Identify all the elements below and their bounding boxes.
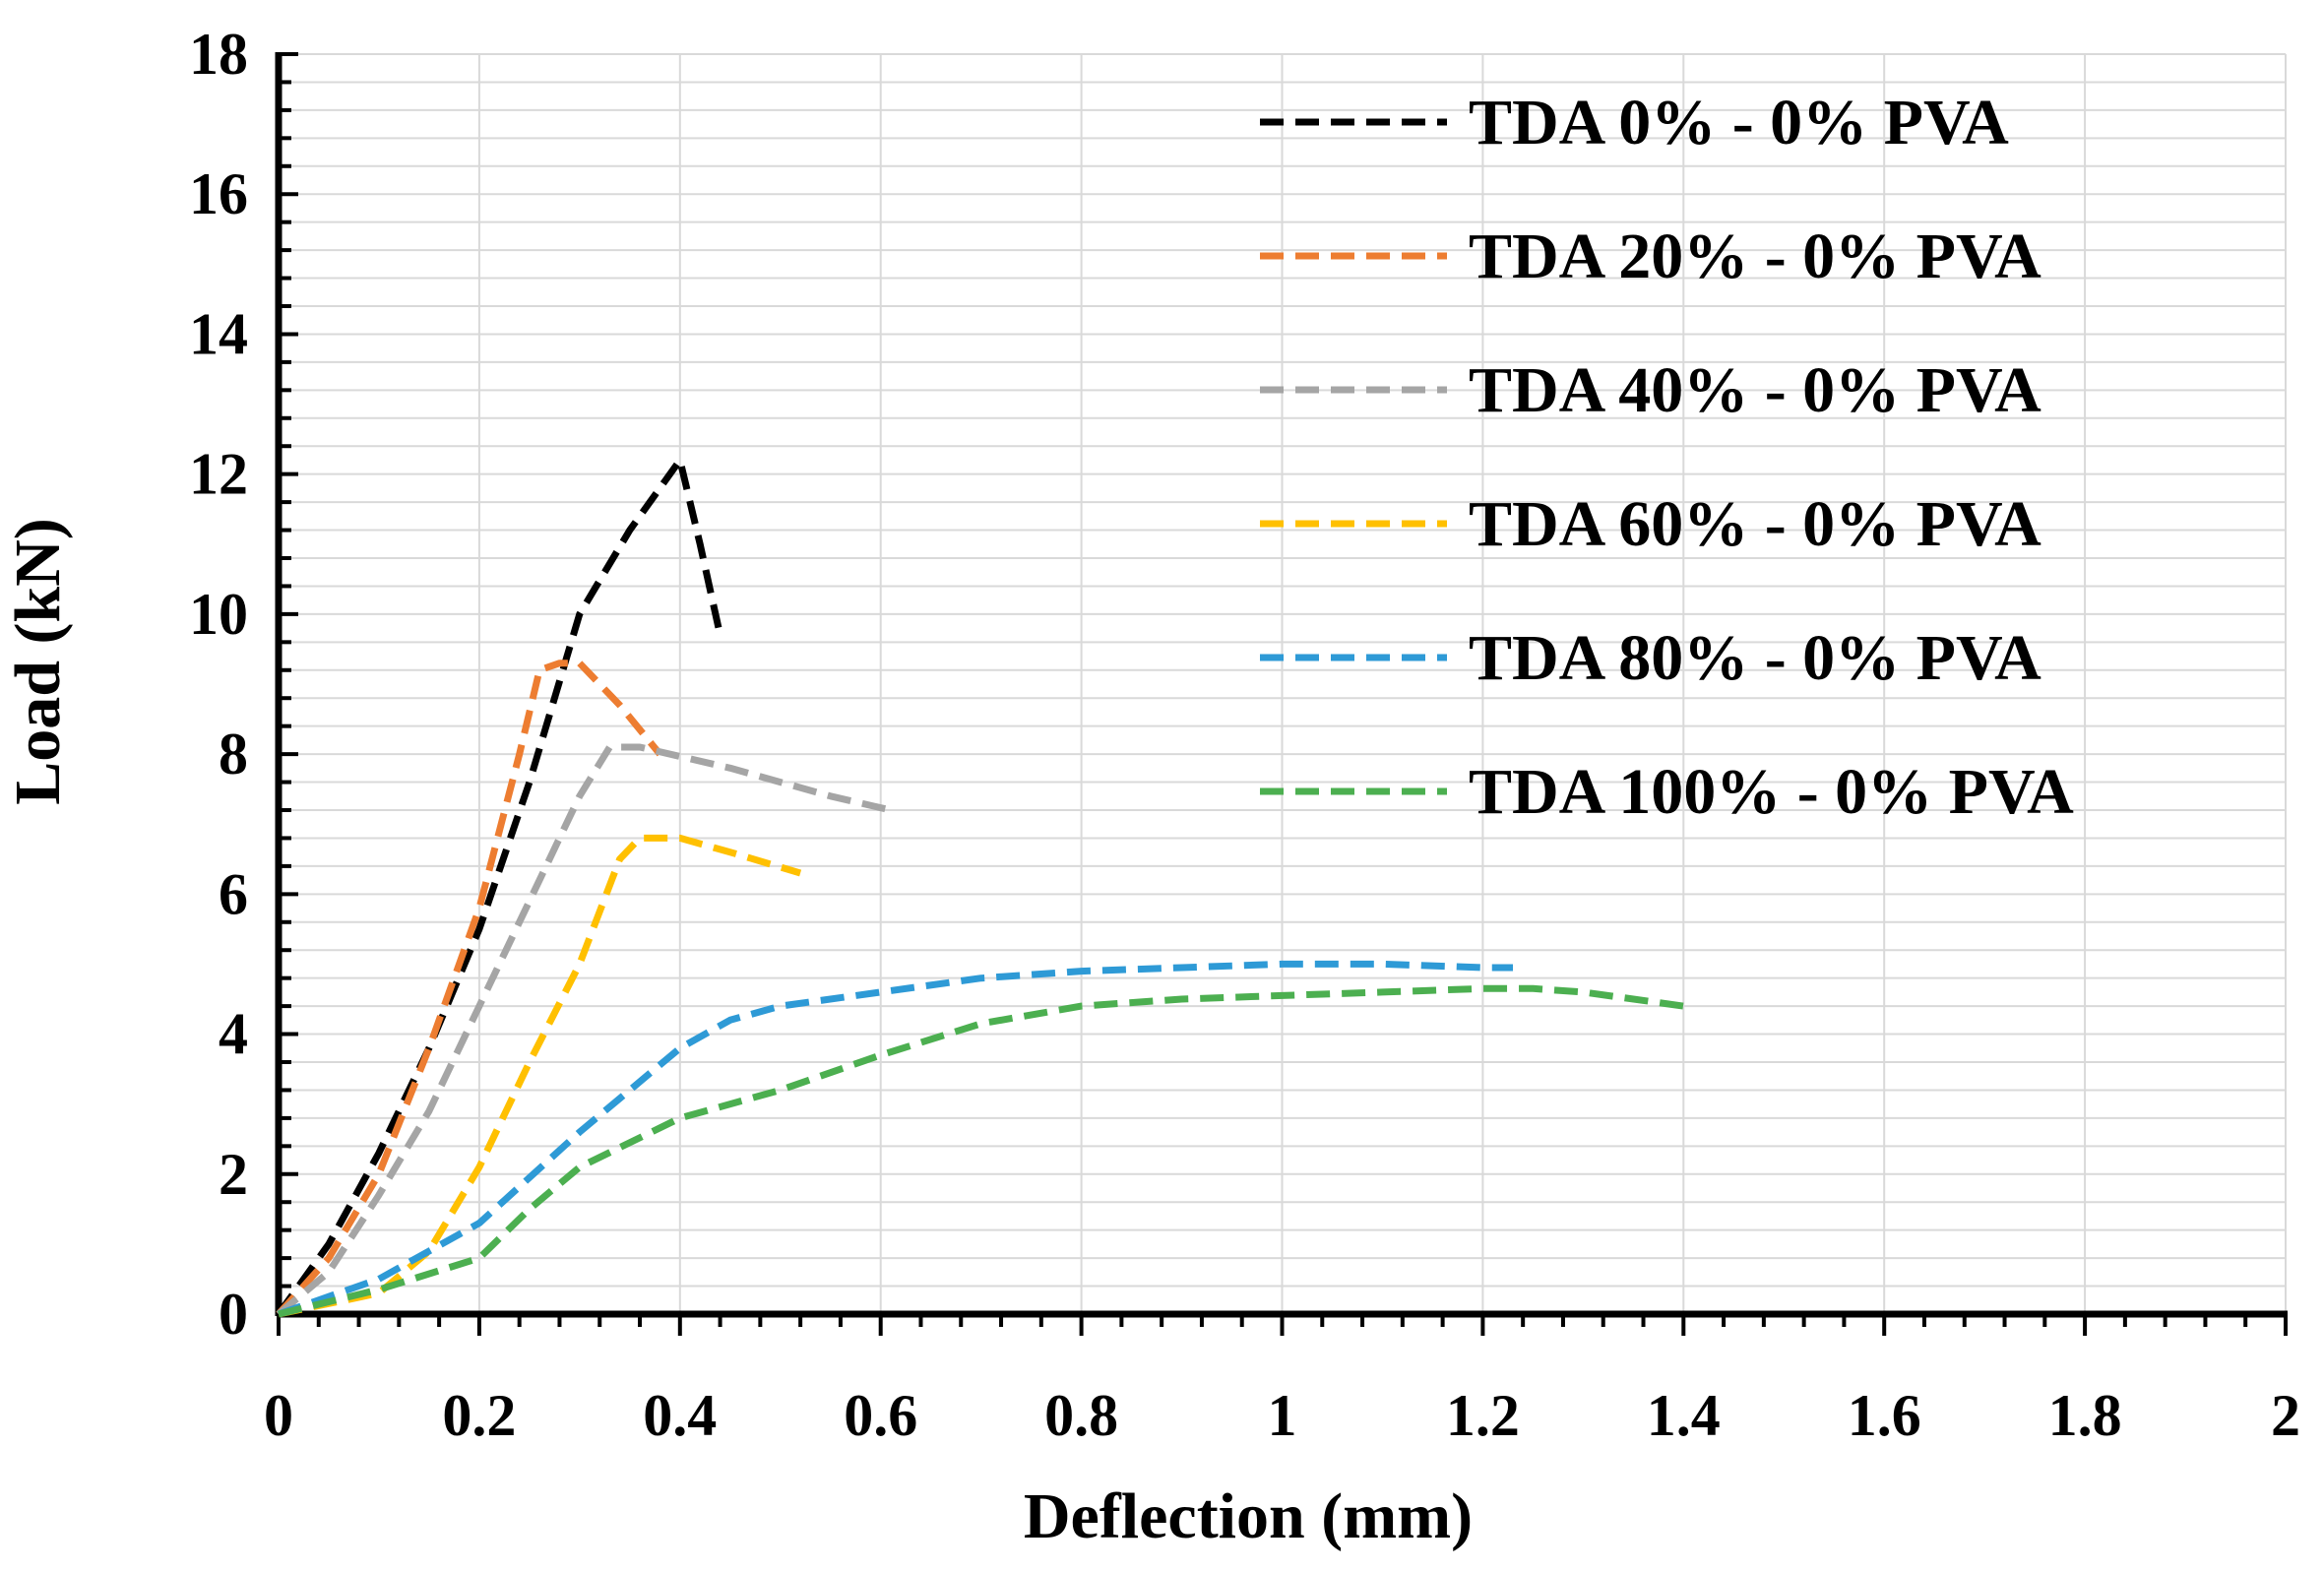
- x-tick-label: 1: [1268, 1383, 1297, 1448]
- x-tick-label: 0.6: [844, 1383, 917, 1448]
- x-tick-label: 0.2: [442, 1383, 516, 1448]
- x-axis-title: Deflection (mm): [1024, 1480, 1473, 1552]
- x-tick-label: 1.4: [1647, 1383, 1721, 1448]
- series-lines: [276, 456, 1684, 1318]
- x-tick-label: 0.8: [1044, 1383, 1118, 1448]
- series-line-tda-40-0-pva: [276, 743, 892, 1317]
- grid: [278, 53, 2287, 1315]
- y-tick-label: 12: [189, 442, 248, 507]
- series-line-tda-100-0-pva: [278, 984, 1684, 1318]
- legend-label-tda-20-0-pva: TDA 20% - 0% PVA: [1469, 220, 2041, 292]
- x-tick-label: 1.6: [1848, 1383, 1921, 1448]
- legend: TDA 0% - 0% PVA TDA 20% - 0% PVA TDA 40% -…: [1260, 87, 2074, 828]
- y-tick-labels: 0 2 4 6 8 10 12 14 16 18: [189, 22, 248, 1347]
- x-tick-label: 1.2: [1446, 1383, 1520, 1448]
- x-tick-label: 2: [2271, 1383, 2300, 1448]
- series-line-tda-60-0-pva: [278, 834, 802, 1318]
- legend-label-tda-60-0-pva: TDA 60% - 0% PVA: [1469, 488, 2041, 560]
- x-tick-labels: 0 0.2 0.4 0.6 0.8 1 1.2 1.4 1.6 1.8 2: [264, 1383, 2300, 1448]
- x-tick-label: 1.8: [2048, 1383, 2122, 1448]
- legend-label-tda-0-0-pva: TDA 0% - 0% PVA: [1469, 87, 2009, 158]
- y-tick-label: 0: [219, 1282, 248, 1347]
- y-tick-label: 16: [189, 161, 248, 226]
- legend-label-tda-80-0-pva: TDA 80% - 0% PVA: [1469, 622, 2041, 694]
- legend-label-tda-100-0-pva: TDA 100% - 0% PVA: [1469, 756, 2074, 828]
- y-tick-label: 4: [219, 1002, 248, 1067]
- y-tick-label: 10: [189, 582, 248, 647]
- y-tick-label: 18: [189, 22, 248, 87]
- series-line-tda-0-0-pva: [276, 456, 724, 1317]
- series-line-tda-20-0-pva: [276, 660, 663, 1317]
- y-tick-label: 14: [189, 301, 248, 366]
- series-line-tda-80-0-pva: [277, 960, 1513, 1318]
- y-tick-label: 8: [219, 722, 248, 786]
- x-tick-label: 0: [264, 1383, 293, 1448]
- axes: [275, 52, 2288, 1336]
- y-tick-label: 2: [219, 1142, 248, 1207]
- y-tick-label: 6: [219, 861, 248, 926]
- x-tick-label: 0.4: [643, 1383, 717, 1448]
- y-axis-title: Load (kN): [2, 518, 74, 805]
- legend-label-tda-40-0-pva: TDA 40% - 0% PVA: [1469, 354, 2041, 426]
